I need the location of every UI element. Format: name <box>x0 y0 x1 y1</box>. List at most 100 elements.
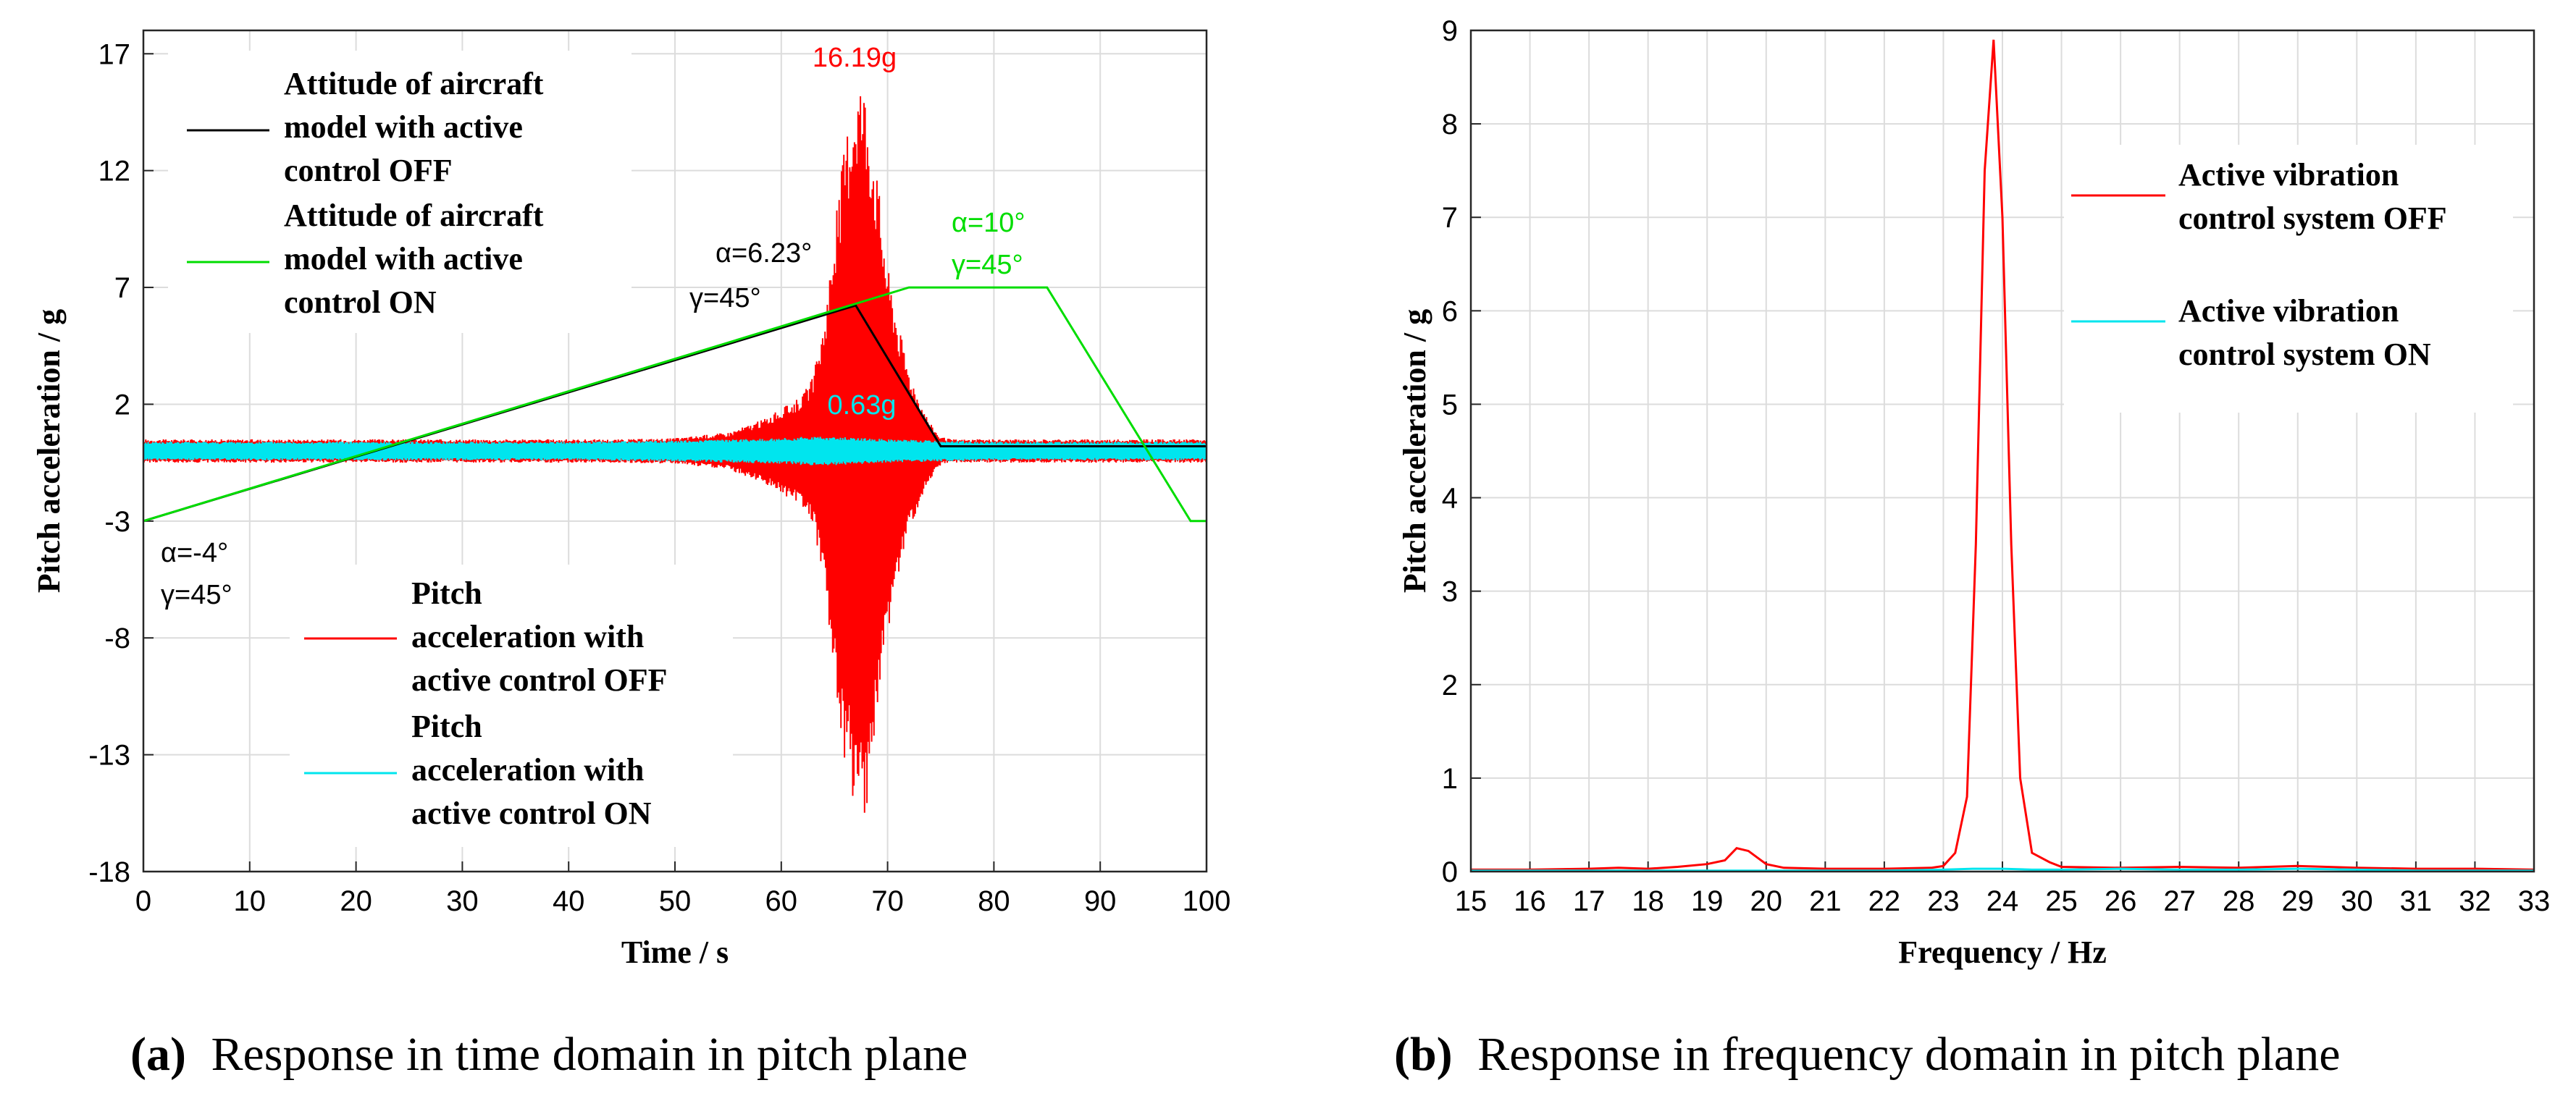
x-axis-label-a: Time / s <box>621 935 729 970</box>
y-tick-label-a: -18 <box>88 856 130 888</box>
legend-top-a: Attitude of aircraft model with active c… <box>168 51 632 333</box>
series-attitude-on <box>143 286 1207 523</box>
x-tick-label-b: 33 <box>2518 885 2551 917</box>
y-tick-label-b: 8 <box>1442 109 1458 140</box>
legend-line-text: active control OFF <box>411 662 668 698</box>
x-tick-label-b: 25 <box>2045 885 2078 917</box>
x-tick-label-a: 10 <box>234 885 267 917</box>
x-tick-label-b: 16 <box>1514 885 1546 917</box>
y-tick-labels-b: 0 1 2 3 4 5 6 7 8 9 <box>1442 15 1458 888</box>
y-tick-label-b: 4 <box>1442 483 1458 515</box>
y-tick-label-b: 2 <box>1442 670 1458 701</box>
x-tick-label-a: 50 <box>659 885 692 917</box>
y-tick-label-a: 7 <box>114 272 130 304</box>
x-tick-label-b: 32 <box>2459 885 2491 917</box>
legend-line-text: Pitch <box>411 709 482 744</box>
y-tick-label-b: 3 <box>1442 576 1458 608</box>
legend-line-text: control OFF <box>284 153 453 188</box>
series-control-off <box>1471 39 2535 871</box>
legend-line-text: acceleration with <box>411 752 644 788</box>
y-tick-label-a: 12 <box>98 156 131 187</box>
x-tick-label-a: 0 <box>135 885 151 917</box>
caption-text-a: Response in time domain in pitch plane <box>211 1028 968 1081</box>
y-tick-label-b: 6 <box>1442 295 1458 327</box>
annotation-gamma-mid: γ=45° <box>689 283 761 313</box>
caption-a: (a) Response in time domain in pitch pla… <box>130 1028 968 1081</box>
x-tick-label-b: 27 <box>2163 885 2196 917</box>
annotation-peak-on: 0.63g <box>827 390 896 421</box>
x-tick-label-a: 90 <box>1084 885 1117 917</box>
y-tick-label-b: 5 <box>1442 389 1458 421</box>
x-tick-label-a: 40 <box>553 885 585 917</box>
x-tick-label-b: 20 <box>1750 885 1783 917</box>
x-tick-label-a: 80 <box>978 885 1010 917</box>
caption-label-a: (a) <box>130 1028 186 1081</box>
x-tick-label-b: 26 <box>2105 885 2137 917</box>
y-tick-label-b: 9 <box>1442 15 1458 47</box>
y-tick-label-a: 2 <box>114 389 130 421</box>
legend-line-text: acceleration with <box>411 619 644 654</box>
x-axis-label-b: Frequency / Hz <box>1898 935 2107 970</box>
x-tick-label-b: 24 <box>1986 885 2019 917</box>
x-tick-label-a: 100 <box>1183 885 1231 917</box>
y-tick-labels-a: 17 12 7 2 -3 -8 -13 -18 <box>88 38 130 888</box>
x-tick-labels-b: 15 16 17 18 19 20 21 22 23 24 25 26 27 28 29 30 31 32 33 <box>1455 885 2551 917</box>
y-axis-label-a: Pitch acceleration / g <box>31 309 67 593</box>
series-accel-on <box>143 437 1207 465</box>
x-tick-label-b: 22 <box>1868 885 1901 917</box>
legend-line-text: control system OFF <box>2178 201 2447 236</box>
annotation-gamma-start: γ=45° <box>161 580 232 610</box>
legend-line-text: Active vibration <box>2178 157 2399 193</box>
legend-label-attitude-off: Attitude of aircraft model with active c… <box>284 66 551 188</box>
y-tick-label-a: 17 <box>98 38 131 70</box>
data-layer-a <box>143 96 1207 813</box>
legend-line-text: control system ON <box>2178 337 2431 372</box>
x-tick-label-b: 18 <box>1632 885 1664 917</box>
annotation-alpha-start: α=-4° <box>161 538 228 568</box>
x-tick-label-a: 30 <box>446 885 479 917</box>
x-tick-label-b: 23 <box>1927 885 1960 917</box>
legend-label-control-off: Active vibration control system OFF <box>2178 157 2447 236</box>
y-tick-label-b: 1 <box>1442 763 1458 795</box>
x-tick-label-b: 21 <box>1809 885 1842 917</box>
x-tick-label-b: 29 <box>2282 885 2315 917</box>
y-tick-label-a: -8 <box>104 623 130 654</box>
data-layer-b <box>1471 39 2535 872</box>
legend-label-attitude-on: Attitude of aircraft model with active c… <box>284 198 551 320</box>
series-accel-off <box>143 96 1207 813</box>
legend-bottom-box <box>290 565 733 847</box>
legend-line-text: active control ON <box>411 796 652 831</box>
legend-line-text: model with active <box>284 109 523 145</box>
plot-frame-a <box>142 29 1208 873</box>
y-tick-label-b: 7 <box>1442 202 1458 234</box>
legend-line-text: Pitch <box>411 575 482 611</box>
y-tick-label-a: -3 <box>104 506 130 538</box>
y-tick-label-b: 0 <box>1442 856 1458 888</box>
annotation-gamma-plateau: γ=45° <box>952 250 1023 280</box>
x-tick-label-b: 31 <box>2400 885 2433 917</box>
legend-b: Active vibration control system OFF Acti… <box>2064 145 2513 413</box>
x-tick-label-a: 60 <box>765 885 798 917</box>
legend-line-text: Attitude of aircraft <box>284 198 544 233</box>
x-tick-labels-a: 0 10 20 30 40 50 60 70 80 90 100 <box>135 885 1231 917</box>
caption-text-b: Response in frequency domain in pitch pl… <box>1477 1028 2340 1081</box>
legend-line-text: Active vibration <box>2178 293 2399 329</box>
plot-frame-b <box>1469 29 2535 873</box>
legend-top-box <box>168 51 632 333</box>
legend-line-text: model with active <box>284 241 523 277</box>
x-tick-label-b: 19 <box>1691 885 1724 917</box>
x-tick-label-a: 70 <box>871 885 904 917</box>
y-tick-label-a: -13 <box>88 740 130 772</box>
y-axis-label-b: Pitch acceleration / g <box>1397 309 1432 593</box>
annotation-peak-off: 16.19g <box>813 43 897 73</box>
x-tick-label-b: 15 <box>1455 885 1488 917</box>
legend-b-box <box>2064 145 2513 413</box>
annotation-alpha-plateau: α=10° <box>952 208 1025 238</box>
legend-line-text: Attitude of aircraft <box>284 66 544 101</box>
legend-line-text: control ON <box>284 284 437 320</box>
legend-label-accel-on: Pitch acceleration with active control O… <box>411 709 652 831</box>
caption-b: (b) Response in frequency domain in pitc… <box>1394 1028 2341 1081</box>
